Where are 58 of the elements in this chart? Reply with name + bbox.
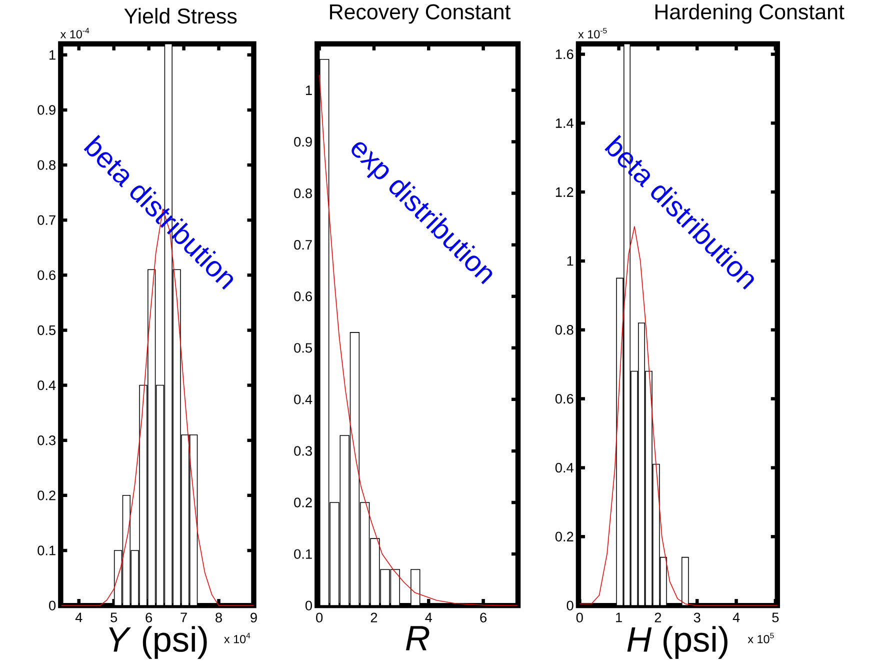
chart-title: Yield Stress bbox=[124, 8, 237, 24]
chart-title: Hardening Constant bbox=[655, 4, 844, 24]
y-tick-label: 1 bbox=[50, 50, 56, 60]
x-tick-label: 2 bbox=[370, 612, 378, 622]
y-tick-label: 0.2 bbox=[555, 532, 574, 542]
y-tick-label: 1.2 bbox=[556, 187, 574, 197]
text: x 10$^{4}$ bbox=[224, 632, 250, 644]
x-tick-label: 0 bbox=[316, 612, 323, 622]
y-axis-title: x 10$^{-5}$ bbox=[578, 28, 607, 38]
x-axis-title: R bbox=[406, 626, 430, 650]
x-tick-label: 5 bbox=[772, 612, 779, 622]
y-tick-label: 0.4 bbox=[38, 380, 56, 390]
x-tick-label: 5 bbox=[110, 612, 118, 622]
x-tick-label: 6 bbox=[480, 612, 486, 622]
x-tick-label: 3 bbox=[694, 612, 700, 622]
y-tick-label: 0.9 bbox=[294, 137, 312, 147]
y-tick-label: 0.2 bbox=[38, 490, 56, 500]
x-tick-label: 2 bbox=[654, 612, 662, 622]
y-tick-label: 1.4 bbox=[556, 118, 574, 128]
y-tick-label: 0.8 bbox=[294, 188, 312, 198]
x-tick-label: 1 bbox=[616, 612, 622, 622]
y-tick-label: 0.1 bbox=[38, 546, 56, 556]
y-tick-label: 0.7 bbox=[38, 215, 56, 225]
y-tick-label: 1 bbox=[567, 256, 574, 266]
y-tick-label: 0.4 bbox=[294, 394, 312, 404]
x-tick-label: 4 bbox=[75, 612, 82, 622]
x-tick-label: 0 bbox=[576, 612, 583, 622]
y-tick-label: 0.6 bbox=[555, 394, 574, 404]
y-tick-label: 0.6 bbox=[294, 292, 312, 302]
y-tick-label: 0.9 bbox=[38, 105, 56, 115]
line-series bbox=[318, 74, 518, 606]
x-axis-title: H (psi) bbox=[627, 626, 728, 659]
y-tick-label: 0 bbox=[49, 600, 56, 610]
y-tick-label: 0.4 bbox=[555, 462, 574, 473]
y-tick-label: 0 bbox=[305, 600, 312, 610]
x-tick-label: 9 bbox=[250, 612, 257, 622]
y-tick-label: 1.6 bbox=[556, 49, 574, 60]
y-tick-label: 0 bbox=[566, 600, 574, 610]
y-tick-label: 0.6 bbox=[38, 270, 56, 280]
y-tick-label: 0.3 bbox=[38, 436, 56, 446]
y-tick-label: 0.5 bbox=[38, 325, 56, 336]
y-tick-label: 0.3 bbox=[294, 446, 312, 456]
y-axis-title: x 10$^{-4}$ bbox=[60, 28, 90, 38]
y-tick-label: 0.7 bbox=[294, 240, 312, 250]
y-tick-label: 0.8 bbox=[555, 325, 574, 335]
y-tick-label: 0.2 bbox=[294, 498, 312, 508]
y-tick-label: 1 bbox=[306, 86, 312, 95]
y-tick-label: 0.5 bbox=[294, 343, 312, 353]
y-tick-label: 0.1 bbox=[294, 549, 312, 559]
x-tick-label: 6 bbox=[146, 612, 152, 622]
text: x 10$^{5}$ bbox=[748, 632, 774, 644]
x-tick-label: 8 bbox=[216, 612, 222, 622]
x-axis-title: Y (psi) bbox=[109, 626, 207, 659]
chart-title: Recovery Constant bbox=[330, 4, 511, 24]
x-tick-label: 4 bbox=[732, 612, 740, 622]
y-tick-label: 0.8 bbox=[38, 160, 56, 170]
x-tick-label: 7 bbox=[180, 612, 187, 622]
x-tick-label: 4 bbox=[425, 612, 432, 622]
